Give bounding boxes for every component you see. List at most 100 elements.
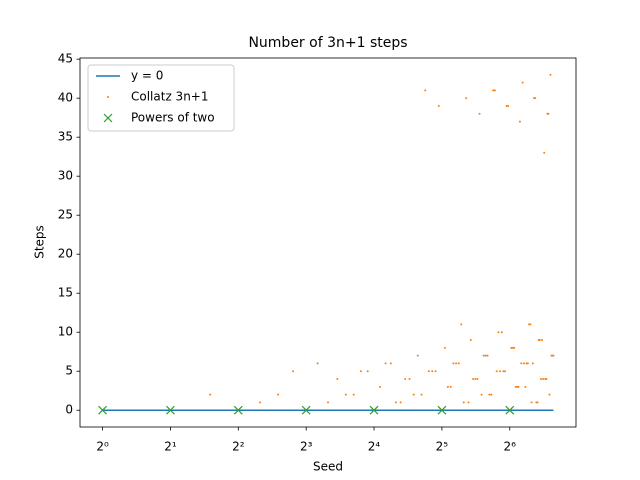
data-point — [534, 97, 537, 100]
data-point — [541, 339, 544, 342]
x-tick-label: 2⁶ — [504, 440, 517, 454]
data-point — [316, 362, 319, 365]
data-point — [416, 354, 419, 357]
data-point — [552, 354, 555, 357]
y-axis-label: Steps — [33, 225, 47, 259]
x-marker — [437, 405, 447, 415]
data-point — [536, 401, 539, 404]
data-point — [209, 393, 212, 396]
data-point — [446, 385, 449, 388]
data-point — [352, 393, 355, 396]
data-point — [539, 378, 542, 381]
x-stroke — [166, 405, 175, 415]
data-point — [495, 370, 498, 373]
data-point — [474, 378, 477, 381]
data-point — [465, 97, 468, 100]
data-point — [437, 104, 440, 107]
data-point — [399, 401, 402, 404]
data-point — [492, 89, 495, 92]
legend-box — [87, 64, 235, 132]
data-point — [408, 378, 411, 381]
x-marker — [505, 405, 515, 415]
data-point — [545, 378, 548, 381]
data-point — [504, 370, 507, 373]
x-stroke — [505, 405, 515, 415]
data-point — [517, 385, 520, 388]
data-point — [460, 323, 463, 326]
data-point — [531, 362, 534, 365]
x-stroke — [437, 405, 447, 415]
data-point — [476, 378, 479, 381]
data-point — [462, 401, 465, 404]
data-point — [548, 393, 551, 396]
data-point — [505, 104, 508, 107]
data-point — [522, 362, 525, 365]
data-point — [359, 370, 362, 373]
data-point — [292, 370, 295, 373]
y-tick-label: 15 — [58, 286, 73, 300]
x-stroke — [98, 405, 108, 415]
data-point — [449, 385, 452, 388]
legend-label: y = 0 — [131, 69, 163, 83]
data-point — [480, 393, 483, 396]
legend-label: Powers of two — [131, 111, 215, 125]
y-tick-label: 0 — [65, 403, 73, 417]
data-point — [384, 362, 387, 365]
data-point — [404, 378, 407, 381]
data-point — [366, 370, 369, 373]
y-tick-label: 25 — [58, 208, 73, 222]
data-point — [530, 401, 533, 404]
x-stroke — [301, 405, 311, 415]
data-point — [524, 385, 527, 388]
data-point — [277, 393, 280, 396]
y-tick-label: 40 — [58, 91, 73, 105]
data-point — [472, 378, 475, 381]
data-point — [500, 331, 503, 334]
x-stroke — [369, 405, 379, 415]
data-point — [344, 393, 347, 396]
data-point — [538, 339, 541, 342]
data-point — [507, 104, 510, 107]
data-point — [499, 370, 502, 373]
data-point — [420, 393, 423, 396]
data-point — [431, 370, 434, 373]
data-point — [378, 385, 381, 388]
y-tick-label: 10 — [58, 325, 73, 339]
data-point — [457, 362, 460, 365]
x-marker — [166, 405, 175, 415]
data-point — [486, 354, 489, 357]
data-point — [412, 393, 415, 396]
data-point — [518, 120, 521, 123]
data-point — [478, 112, 481, 115]
data-point — [549, 73, 552, 76]
data-point — [455, 362, 458, 365]
x-axis-label: Seed — [313, 460, 343, 474]
data-point — [511, 346, 514, 349]
x-tick-label: 2³ — [300, 440, 313, 454]
data-point — [516, 385, 519, 388]
data-point — [443, 346, 446, 349]
y-tick-label: 45 — [58, 52, 73, 66]
x-tick-label: 2⁰ — [96, 440, 109, 454]
data-point — [497, 331, 500, 334]
data-point — [547, 112, 550, 115]
x-marker — [369, 405, 379, 415]
data-point — [510, 346, 513, 349]
data-point — [514, 385, 517, 388]
data-point — [542, 378, 545, 381]
data-point — [493, 89, 496, 92]
x-marker — [98, 405, 108, 415]
data-point — [526, 362, 529, 365]
x-marker — [301, 405, 311, 415]
data-point — [327, 401, 330, 404]
x-stroke — [233, 405, 243, 415]
data-point — [424, 89, 427, 92]
legend-swatch — [107, 96, 109, 98]
data-point — [434, 370, 437, 373]
data-point — [520, 362, 523, 365]
data-point — [389, 362, 392, 365]
data-point — [482, 354, 485, 357]
plot-frame — [79, 57, 577, 428]
x-tick-label: 2⁵ — [436, 440, 449, 454]
